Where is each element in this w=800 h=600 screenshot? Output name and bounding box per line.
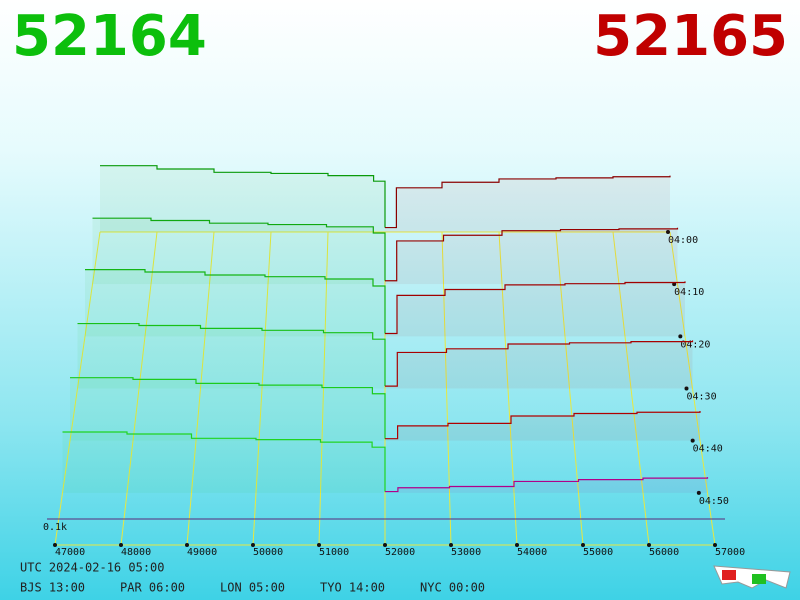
time-mark [696, 490, 701, 495]
tick-mark [383, 543, 387, 547]
time-zone: BJS 13:00 [20, 581, 85, 595]
y-tick-label: 0.1k [43, 522, 67, 533]
time-mark [690, 438, 695, 443]
depth-area [385, 281, 685, 337]
x-tick-label: 54000 [517, 547, 547, 558]
depth-line [85, 269, 386, 334]
depth-area [385, 175, 670, 232]
depth-line [385, 175, 671, 229]
time-zone: LON 05:00 [220, 581, 285, 595]
x-tick-label: 57000 [715, 547, 745, 558]
tick-mark [449, 543, 453, 547]
x-tick-label: 55000 [583, 547, 613, 558]
x-tick-label: 49000 [187, 547, 217, 558]
time-label: 04:50 [699, 496, 729, 507]
x-tick-label: 47000 [55, 547, 85, 558]
time-label: 04:20 [680, 339, 710, 350]
x-tick-label: 52000 [385, 547, 415, 558]
tick-mark [185, 543, 189, 547]
depth-area [70, 377, 385, 441]
grid-line [441, 231, 452, 546]
depth-area [92, 218, 385, 285]
depth-line [70, 377, 386, 439]
tick-mark [317, 543, 321, 547]
tick-mark [515, 543, 519, 547]
depth-line [385, 281, 686, 335]
depth-area [385, 411, 700, 441]
grid-line [318, 231, 329, 546]
depth-area [77, 323, 385, 389]
tick-mark [581, 543, 585, 547]
depth-line [100, 165, 386, 228]
time-zone: TYO 14:00 [320, 581, 385, 595]
depth-area [100, 165, 385, 232]
time-mark [684, 386, 689, 391]
time-label: 04:30 [687, 392, 717, 403]
x-tick-label: 56000 [649, 547, 679, 558]
depth-area [62, 431, 385, 493]
time-zone: PAR 06:00 [120, 581, 185, 595]
time-mark [666, 230, 670, 234]
depth-area [385, 340, 693, 389]
depth-line [385, 227, 679, 282]
tick-mark [119, 543, 123, 547]
ask-price: 52165 [593, 4, 788, 69]
grid-line [120, 231, 158, 546]
utc-clock: UTC 2024-02-16 05:00 [20, 561, 165, 575]
tick-mark [713, 543, 717, 547]
glasses-icon [713, 565, 791, 589]
depth-line [77, 322, 386, 387]
x-tick-label: 48000 [121, 547, 151, 558]
time-mark [678, 334, 683, 339]
depth-line [62, 431, 386, 492]
depth-line [92, 217, 386, 281]
x-tick-label: 53000 [451, 547, 481, 558]
time-mark [672, 282, 677, 287]
x-tick-label: 50000 [253, 547, 283, 558]
time-label: 04:40 [693, 444, 723, 455]
tick-mark [53, 543, 57, 547]
tick-mark [251, 543, 255, 547]
time-zone: NYC 00:00 [420, 581, 485, 595]
bid-price: 52164 [12, 4, 207, 69]
grid-line [252, 231, 272, 546]
depth-area [85, 269, 385, 337]
grid-line [498, 231, 518, 546]
time-label: 04:00 [668, 235, 698, 246]
depth-area [385, 227, 678, 285]
floor-grid: 47000 48000 49000 50000 51000 52000 53000 54000… [43, 230, 745, 558]
grid-line [186, 231, 215, 546]
depth-line [385, 411, 701, 440]
depth-area [385, 477, 708, 493]
grid-line [669, 231, 716, 546]
tick-mark [647, 543, 651, 547]
grid-line [555, 231, 584, 546]
time-label: 04:10 [674, 287, 704, 298]
x-tick-label: 51000 [319, 547, 349, 558]
depth-line [385, 340, 694, 387]
depth-line [385, 477, 709, 493]
grid-line [54, 231, 101, 546]
